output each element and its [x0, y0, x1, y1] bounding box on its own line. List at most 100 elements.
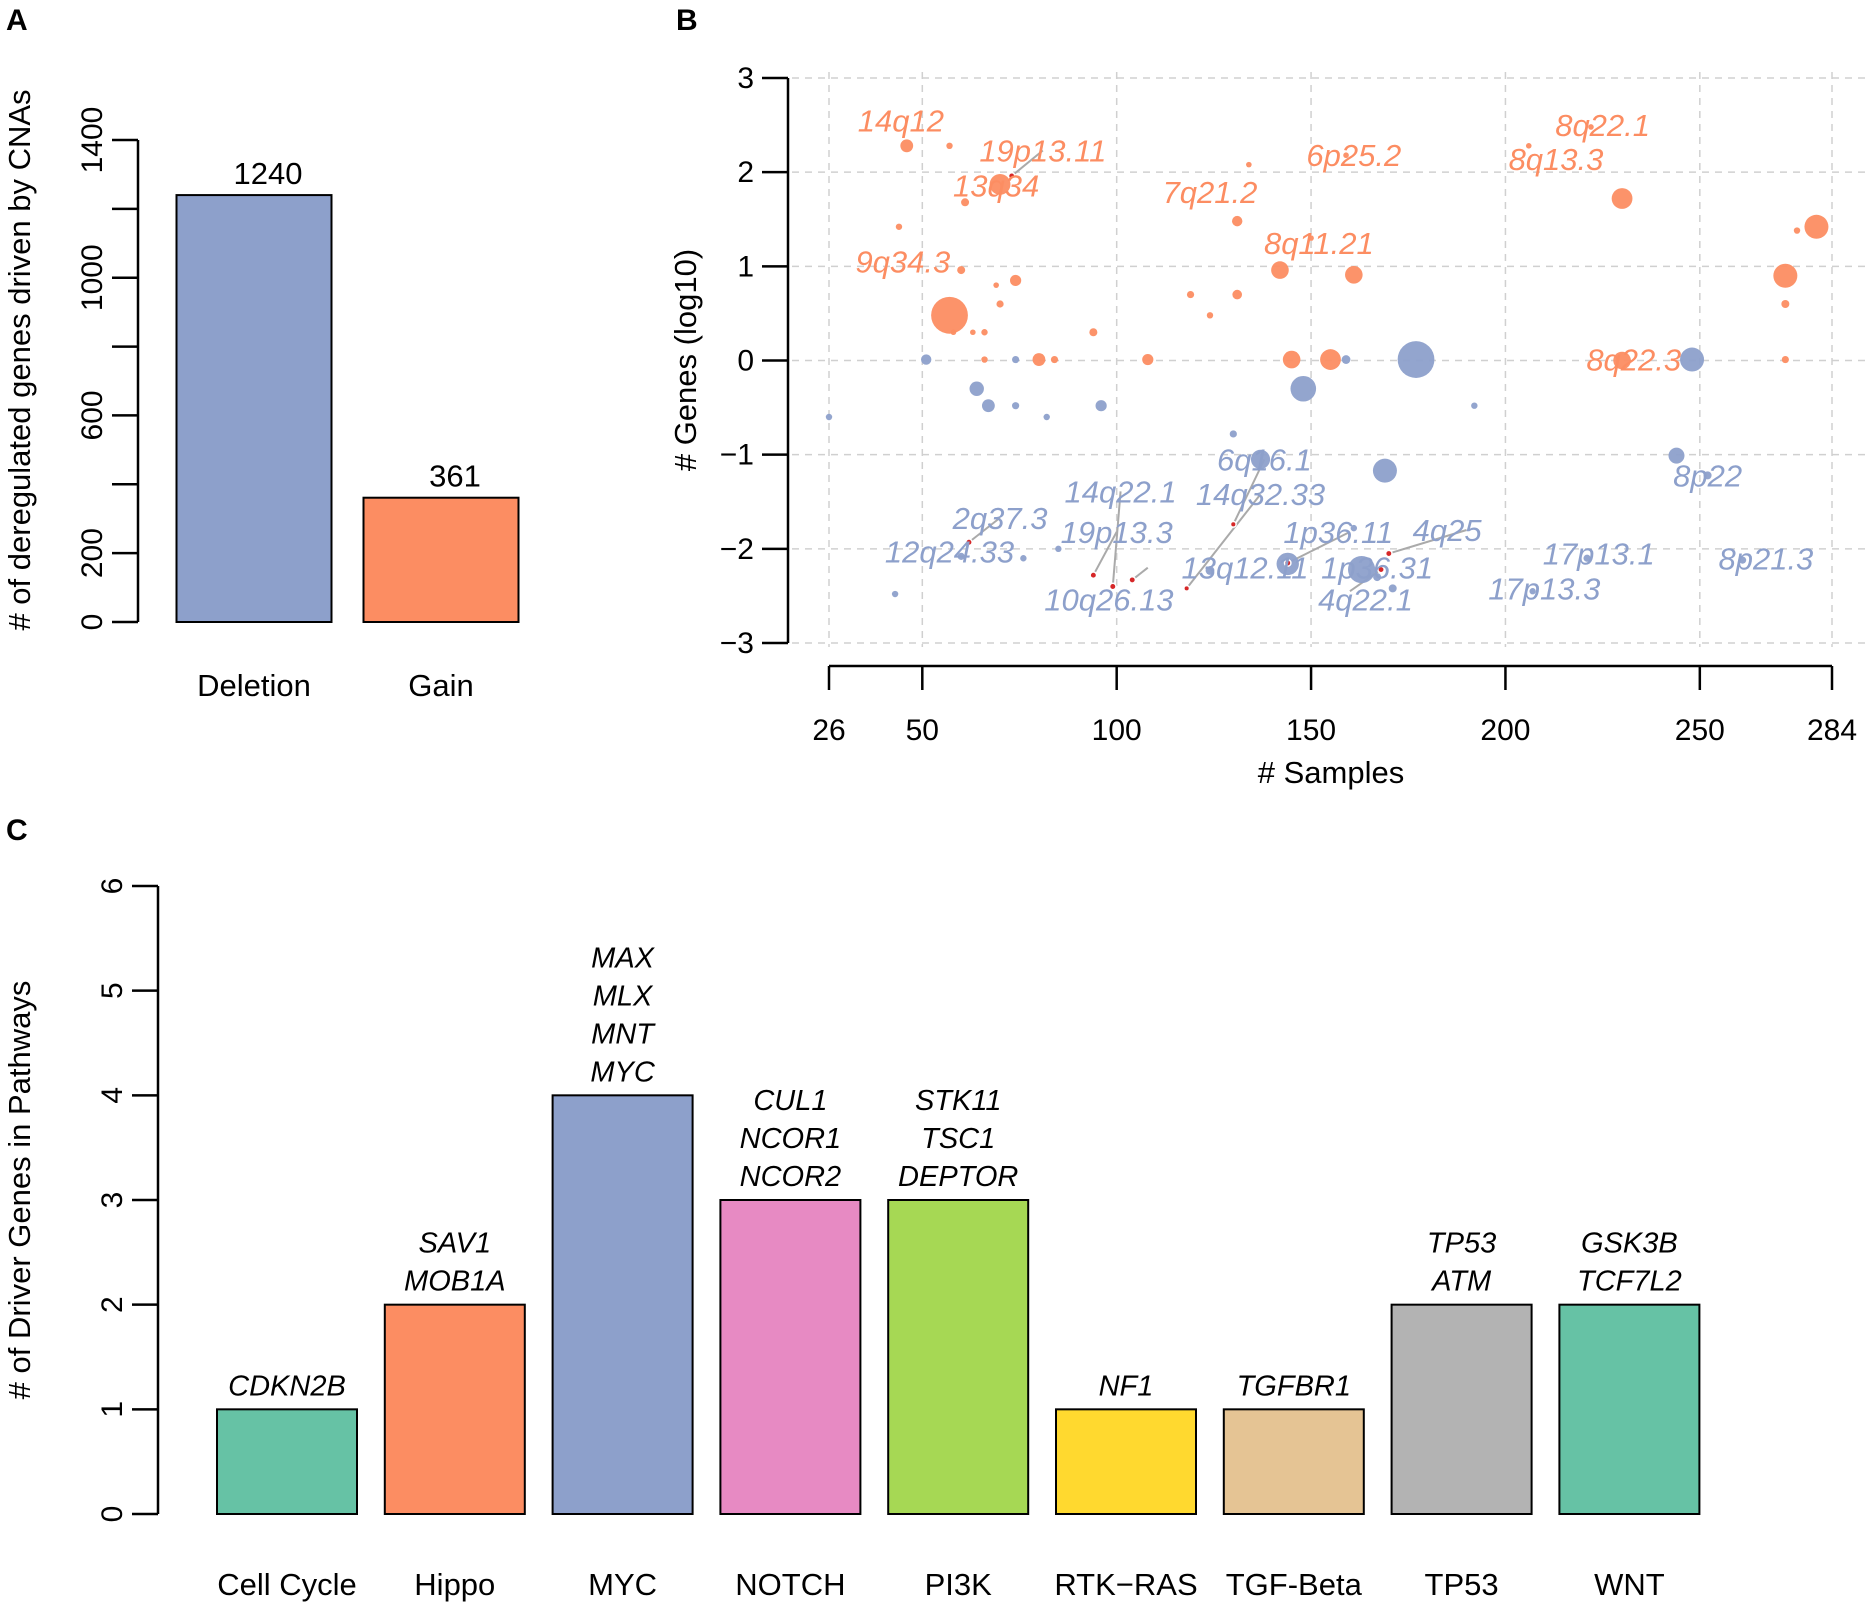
panel-a-y-tick-label: 1400 — [76, 107, 109, 174]
panel-b-connector-lines — [968, 149, 1467, 593]
panel-b-driver-point — [1229, 520, 1237, 528]
panel-b-gain-point — [1010, 274, 1022, 287]
panel-b-gain-point — [950, 329, 957, 336]
panel-b-deletion-label: 8p21.3 — [1718, 541, 1813, 576]
panel-b-deletion-point — [1388, 584, 1397, 593]
panel-b-deletion-point — [1341, 355, 1351, 364]
panel-b-gain-label: 6p25.2 — [1306, 138, 1401, 173]
panel-a-value-label: 361 — [429, 459, 481, 494]
panel-b-gain-point — [1613, 351, 1631, 370]
panel-b-gain-point — [900, 139, 914, 153]
panel-a-bar-gain — [362, 496, 520, 623]
panel-b-gain-label: 8q22.1 — [1555, 108, 1650, 143]
panel-b-deletion-point — [825, 413, 833, 421]
panel-b-deletion-point — [920, 354, 932, 365]
panel-c-gene-label: MAX — [591, 942, 656, 974]
panel-b-deletion-label: 17p13.1 — [1543, 537, 1655, 572]
panel-b-deletion-label: 14q32.33 — [1196, 477, 1325, 512]
panel-b-gain-point — [1781, 355, 1789, 364]
panel-b-deletion-point — [1738, 556, 1747, 564]
panel-b-gain-point — [1343, 152, 1349, 159]
panel-c-gene-label: CUL1 — [753, 1085, 827, 1117]
panel-a-y-tick-label: 200 — [76, 528, 109, 578]
panel-b-x-tick-label: 50 — [906, 714, 939, 747]
panel-c-category-label: TGF-Beta — [1226, 1567, 1363, 1602]
panel-b-y-tick-label: −2 — [720, 533, 754, 566]
panel-b-deletion-label: 1p36.11 — [1283, 515, 1393, 550]
panel-b-deletion-point — [1250, 449, 1271, 469]
panel-b-gain-label: 9q34.3 — [855, 245, 950, 280]
panel-c-category-label: RTK−RAS — [1054, 1567, 1197, 1602]
panel-b-gain-label: 7q21.2 — [1163, 175, 1258, 210]
panel-b-driver-point — [1384, 549, 1393, 558]
panel-c-gene-label: CDKN2B — [228, 1370, 346, 1402]
panel-c-y-axis-label: # of Driver Genes in Pathways — [2, 981, 37, 1400]
panel-c-gene-label: TGFBR1 — [1237, 1370, 1351, 1402]
panel-b-points — [825, 124, 1829, 598]
panel-c-y-tick-label: 6 — [96, 878, 129, 895]
panel-b-driver-point — [965, 538, 973, 547]
panel-b-driver-point — [1128, 575, 1137, 584]
panel-c-gene-label: NF1 — [1099, 1370, 1154, 1402]
panel-b-x-tick-label: 150 — [1286, 714, 1336, 747]
panel-c-bar-tgf-beta — [1222, 1408, 1365, 1516]
panel-b-deletion-point — [1583, 554, 1591, 562]
panel-b-gain-label: 19p13.11 — [979, 134, 1106, 169]
panel-b-deletion-label: 13q12.11 — [1181, 551, 1308, 586]
panel-c-category-label: WNT — [1594, 1567, 1665, 1602]
panel-b-gain-point — [1271, 261, 1289, 279]
panel-b-deletion-point — [969, 381, 984, 396]
panel-b-gain-point — [1050, 355, 1059, 364]
panel-b-deletion-point — [1012, 402, 1020, 410]
panel-b-gain-point — [1232, 289, 1242, 300]
panel-b-gain-point — [1089, 328, 1098, 337]
panel-a-y-tick-label: 1000 — [76, 244, 109, 311]
panel-a-bar-chart: # of deregulated genes driven by CNAs 0 2… — [2, 89, 520, 703]
panel-b-connector-line — [1092, 531, 1118, 576]
panel-c-gene-label: TSC1 — [921, 1123, 995, 1155]
panel-c-y-tick-label: 1 — [96, 1401, 129, 1418]
panel-b-driver-point — [1377, 565, 1385, 574]
panel-c-y-tick-label: 2 — [96, 1296, 129, 1313]
panel-b-deletion-label: 10q26.13 — [1044, 583, 1173, 618]
panel-b-deletion-point — [1471, 402, 1478, 409]
panel-a-bar-deletion — [175, 194, 333, 623]
panel-b-deletion-point — [1043, 413, 1050, 421]
panel-c-gene-label: STK11 — [915, 1085, 1002, 1117]
panel-b-gain-point — [1186, 290, 1195, 299]
panel-b-gain-label: 8q13.3 — [1509, 142, 1604, 177]
panel-b-deletion-point — [981, 399, 995, 413]
panel-b-gain-point — [895, 223, 903, 230]
panel-c-bar-tp53 — [1390, 1303, 1533, 1515]
panel-b-deletion-label: 2q37.3 — [952, 501, 1048, 536]
panel-b-x-tick-label: 100 — [1092, 714, 1142, 747]
panel-b-deletion-label: 14q22.1 — [1065, 474, 1177, 509]
panel-b-deletion-point — [1348, 555, 1376, 584]
panel-b-gain-point — [1206, 312, 1214, 319]
panel-b-deletion-point — [1668, 447, 1685, 464]
panel-b-deletion-label: 4q22.1 — [1318, 583, 1413, 618]
panel-b-gain-point — [970, 329, 976, 336]
panel-b-x-axis-label: # Samples — [1258, 755, 1404, 790]
panel-c-gene-label: MNT — [591, 1018, 656, 1050]
panel-b-connector-line — [968, 516, 1001, 544]
panel-b-deletion-point — [1350, 524, 1358, 532]
panel-b-gain-label: 8q11.21 — [1264, 226, 1374, 261]
panel-c-category-label: TP53 — [1425, 1567, 1499, 1602]
panel-b-gain-label: 8q22.3 — [1586, 343, 1681, 378]
panel-b-scatter-chart: # Genes (log10) # Samples −3 −2 −1 0 1 2 3 26 50… — [668, 62, 1870, 790]
panel-b-deletion-point — [1055, 545, 1062, 553]
panel-label-b: B — [676, 4, 698, 37]
panel-b-driver-point — [1183, 584, 1191, 592]
panel-b-deletion-label: 1p36.31 — [1321, 551, 1433, 586]
panel-b-deletion-label: 19p13.3 — [1061, 515, 1173, 550]
panel-c-y-tick-label: 4 — [96, 1087, 129, 1104]
panel-c-bar-pi3k — [887, 1199, 1030, 1515]
panel-b-gain-point — [1588, 124, 1594, 130]
panel-b-deletion-point — [1372, 458, 1397, 483]
panel-b-gain-point — [946, 142, 953, 149]
panel-a-value-label: 1240 — [234, 156, 303, 191]
panel-c-gene-label: MOB1A — [404, 1266, 506, 1298]
panel-c-bar-chart: # of Driver Genes in Pathways 0 1 2 3 4 5 6 CD… — [2, 878, 1701, 1602]
